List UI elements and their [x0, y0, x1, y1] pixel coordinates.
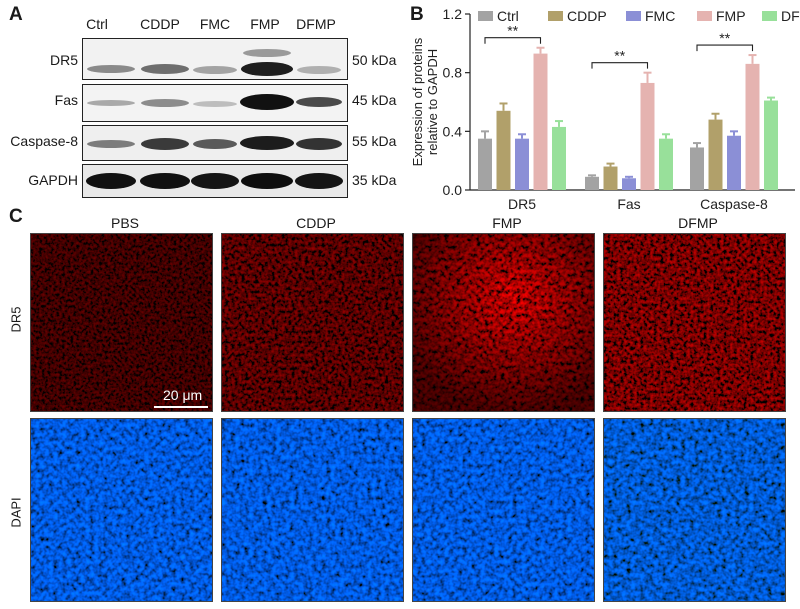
- blot-band: [193, 66, 237, 74]
- micro-row-label-dapi: DAPI: [8, 497, 24, 528]
- lane-label-fmp: FMP: [250, 16, 280, 32]
- micro-image-dapi-dfmp: [603, 418, 786, 602]
- legend-label: DFMP: [781, 8, 800, 24]
- blot-strip-gapdh: [82, 164, 348, 198]
- blot-strip-dr5: [82, 38, 348, 80]
- blot-band: [141, 99, 189, 107]
- bar: [496, 110, 511, 190]
- blot-band: [297, 66, 341, 74]
- y-tick-label: 0.0: [443, 182, 463, 198]
- significance-bracket: [484, 37, 542, 44]
- blot-row-label-dr5: DR5: [49, 52, 78, 68]
- legend-swatch: [626, 11, 641, 21]
- blot-band: [140, 173, 190, 189]
- bar: [478, 138, 492, 190]
- bar: [690, 147, 704, 190]
- y-tick-label: 0.8: [443, 65, 463, 81]
- micro-row-label-dr5: DR5: [8, 306, 24, 333]
- bar: [515, 138, 529, 190]
- bar: [533, 53, 548, 190]
- blot-band: [240, 136, 294, 150]
- legend-swatch: [697, 11, 712, 21]
- panel-b-letter: B: [410, 4, 424, 25]
- micro-image-dr5-cddp: [221, 233, 404, 412]
- blot-strip-caspase8: [82, 125, 348, 161]
- legend-label: Ctrl: [497, 8, 519, 24]
- micro-col-title-cddp: CDDP: [296, 215, 336, 231]
- blot-band: [241, 173, 293, 189]
- lane-label-fmc: FMC: [199, 16, 231, 32]
- bar: [708, 119, 723, 190]
- significance-label: **: [719, 30, 730, 46]
- x-category-label: DR5: [508, 196, 536, 212]
- legend-swatch: [548, 11, 563, 21]
- micro-col-title-fmp: FMP: [492, 215, 522, 231]
- bar: [659, 138, 673, 190]
- x-category-label: Caspase-8: [700, 196, 768, 212]
- micro-image-dr5-pbs: [30, 233, 213, 412]
- y-tick-label: 0.4: [443, 123, 463, 139]
- blot-band: [241, 62, 293, 76]
- blot-band: [240, 94, 294, 110]
- kda-label-caspase8: 55 kDa: [352, 133, 397, 149]
- blot-band: [193, 101, 237, 107]
- kda-label-dr5: 50 kDa: [352, 52, 397, 68]
- blot-band: [87, 65, 135, 73]
- blot-band: [86, 173, 136, 189]
- y-axis-label: Expression of proteinsrelative to GAPDH: [410, 37, 440, 166]
- bar: [552, 126, 566, 190]
- blot-band: [141, 64, 189, 74]
- micro-image-dapi-pbs: [30, 418, 213, 602]
- blot-row-label-fas: Fas: [54, 92, 78, 108]
- bar: [640, 82, 655, 190]
- blot-band: [141, 138, 189, 150]
- scale-bar-label: 20 μm: [163, 387, 203, 403]
- lane-label-dfmp: DFMP: [296, 16, 336, 32]
- micro-image-dapi-fmp: [412, 418, 595, 602]
- legend-label: FMC: [645, 8, 675, 24]
- blot-band: [191, 173, 239, 189]
- significance-bracket: [591, 62, 649, 69]
- blot-row-label-caspase8: Caspase-8: [10, 133, 78, 149]
- legend-label: FMP: [716, 8, 746, 24]
- blot-row-label-gapdh: GAPDH: [28, 172, 78, 188]
- panel-c-letter: C: [9, 206, 23, 227]
- bar: [603, 166, 618, 190]
- micro-image-dr5-fmp: [412, 233, 595, 412]
- y-tick-label: 1.2: [443, 6, 463, 22]
- significance-label: **: [614, 48, 625, 64]
- micro-image-dapi-cddp: [221, 418, 404, 602]
- bar: [764, 100, 778, 190]
- kda-label-gapdh: 35 kDa: [352, 172, 397, 188]
- micro-col-title-pbs: PBS: [110, 215, 139, 231]
- micro-col-title-dfmp: DFMP: [678, 215, 718, 231]
- significance-label: **: [507, 23, 518, 39]
- blot-band: [296, 97, 342, 107]
- significance-bracket: [696, 44, 754, 52]
- panel-a-letter: A: [9, 4, 23, 25]
- legend-swatch: [762, 11, 777, 21]
- kda-label-fas: 45 kDa: [352, 92, 397, 108]
- micro-image-dr5-dfmp: [603, 233, 786, 412]
- blot-band: [295, 173, 343, 189]
- lane-label-cddp: CDDP: [140, 16, 180, 32]
- lane-label-ctrl: Ctrl: [86, 16, 108, 32]
- blot-band: [87, 140, 135, 148]
- blot-strip-fas: [82, 84, 348, 122]
- bar: [745, 63, 760, 190]
- x-category-label: Fas: [617, 196, 640, 212]
- bar: [622, 178, 636, 190]
- blot-band: [243, 49, 291, 57]
- legend-label: CDDP: [567, 8, 607, 24]
- bar: [727, 135, 741, 190]
- legend-swatch: [478, 11, 493, 21]
- blot-band: [193, 139, 237, 149]
- blot-band: [87, 100, 135, 106]
- scale-bar: [154, 406, 208, 408]
- blot-band: [296, 138, 342, 150]
- bar: [585, 176, 599, 190]
